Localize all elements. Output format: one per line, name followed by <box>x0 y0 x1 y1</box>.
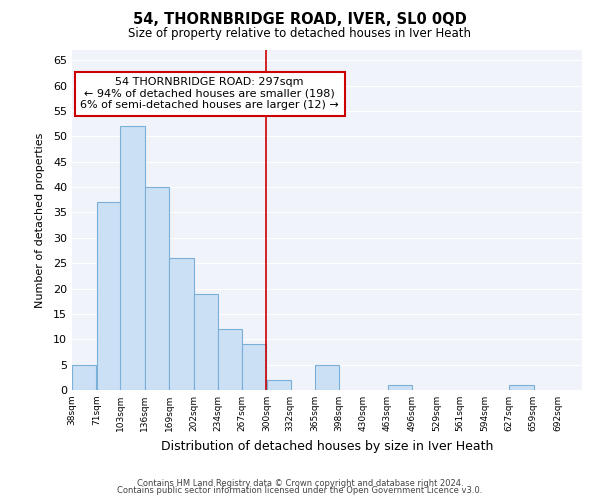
Text: 54 THORNBRIDGE ROAD: 297sqm
← 94% of detached houses are smaller (198)
6% of sem: 54 THORNBRIDGE ROAD: 297sqm ← 94% of det… <box>80 77 339 110</box>
Bar <box>121 126 145 390</box>
Text: Contains public sector information licensed under the Open Government Licence v3: Contains public sector information licen… <box>118 486 482 495</box>
Bar <box>242 344 266 390</box>
Bar <box>218 329 242 390</box>
Bar <box>72 364 97 390</box>
X-axis label: Distribution of detached houses by size in Iver Heath: Distribution of detached houses by size … <box>161 440 493 452</box>
Y-axis label: Number of detached properties: Number of detached properties <box>35 132 44 308</box>
Bar <box>315 364 339 390</box>
Text: 54, THORNBRIDGE ROAD, IVER, SL0 0QD: 54, THORNBRIDGE ROAD, IVER, SL0 0QD <box>133 12 467 28</box>
Text: Contains HM Land Registry data © Crown copyright and database right 2024.: Contains HM Land Registry data © Crown c… <box>137 478 463 488</box>
Bar <box>169 258 194 390</box>
Bar <box>266 380 291 390</box>
Bar <box>509 385 533 390</box>
Bar <box>97 202 121 390</box>
Bar <box>388 385 412 390</box>
Text: Size of property relative to detached houses in Iver Heath: Size of property relative to detached ho… <box>128 28 472 40</box>
Bar <box>194 294 218 390</box>
Bar <box>145 187 169 390</box>
